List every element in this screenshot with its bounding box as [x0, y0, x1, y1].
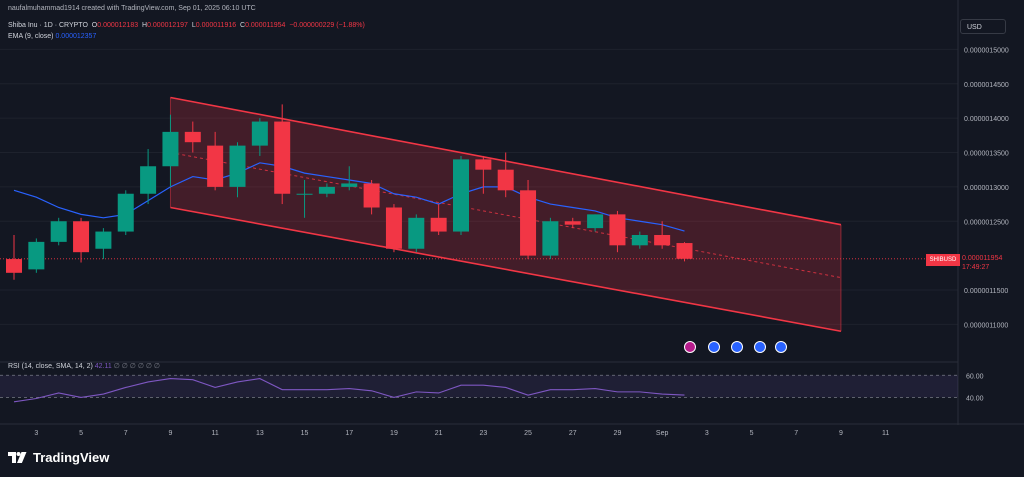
candle-up: [50, 221, 67, 242]
price-tick-label: 0.0000014500: [964, 82, 1009, 89]
time-tick-label: 15: [301, 430, 309, 437]
candle-up: [162, 131, 179, 167]
close-value: 0.000011954: [245, 22, 286, 29]
rsi-line: [13, 378, 685, 403]
rsi-legend: RSI (14, close, SMA, 14, 2) 42.11 ∅ ∅ ∅ …: [8, 362, 160, 370]
channel-lower-line: [170, 206, 842, 333]
candle-down: [207, 145, 224, 187]
candle-down: [609, 214, 626, 246]
rsi-value: 42.11: [94, 363, 112, 370]
logo-text: TradingView: [33, 450, 110, 465]
low-value: 0.000011916: [195, 22, 237, 29]
economic-event-icon: [731, 341, 743, 353]
currency-button[interactable]: USD: [960, 19, 1006, 34]
change-value: −0.000000229 (−1.88%): [289, 22, 365, 29]
ohlc-legend: Shiba Inu · 1D · CRYPTO O0.000012183 H0.…: [8, 22, 365, 29]
ema-label: EMA (9, close): [8, 33, 54, 40]
event-lightning-icon: [684, 341, 696, 353]
rsi-label: RSI (14, close, SMA, 14, 2): [8, 363, 93, 370]
price-tick-label: 0.0000012500: [964, 219, 1009, 226]
price-tick-label: 0.0000015000: [964, 47, 1009, 54]
ema-value: 0.000012357: [55, 33, 97, 40]
bar-countdown: 17:49:27: [962, 264, 990, 271]
close-label: C: [240, 22, 246, 29]
tradingview-logo-icon: [8, 452, 27, 463]
rsi-band: [0, 375, 958, 398]
channel-fill: [170, 97, 841, 332]
candle-down: [520, 190, 537, 256]
candle-down: [73, 221, 90, 253]
candle-down: [363, 183, 380, 208]
candle-up: [341, 183, 358, 187]
rsi-placeholders: ∅ ∅ ∅ ∅ ∅ ∅: [113, 363, 161, 370]
low-label: L: [191, 22, 196, 29]
time-tick-label: 9: [839, 430, 843, 437]
open-value: 0.000012183: [97, 22, 139, 29]
time-tick-label: 7: [124, 430, 128, 437]
symbol-price-tag: SHIBUSD: [926, 254, 960, 266]
time-tick-label: 11: [882, 430, 889, 437]
economic-event-icon: [775, 341, 787, 353]
candle-down: [6, 259, 22, 273]
tradingview-logo[interactable]: TradingView: [8, 450, 109, 465]
candle-up: [631, 235, 648, 246]
candle-down: [654, 235, 671, 246]
time-tick-label: 19: [390, 430, 398, 437]
symbol-title: Shiba Inu · 1D · CRYPTO: [8, 22, 88, 29]
candle-down: [184, 131, 201, 143]
candle-up: [28, 241, 45, 270]
rsi-tick-label: 40.00: [966, 395, 984, 402]
time-tick-label: 21: [435, 430, 443, 437]
time-tick-label: 5: [750, 430, 754, 437]
high-label: H: [142, 22, 148, 29]
time-tick-label: 17: [345, 430, 353, 437]
price-tick-label: 0.0000014000: [964, 116, 1009, 123]
candle-down: [497, 169, 514, 191]
candle-up: [117, 193, 134, 232]
time-tick-label: 9: [168, 430, 172, 437]
candle-down: [274, 121, 291, 194]
candle-up: [296, 193, 313, 195]
economic-event-icon: [708, 341, 720, 353]
candle-up: [140, 166, 157, 194]
time-tick-label: 25: [524, 430, 532, 437]
time-tick-label: 29: [614, 430, 622, 437]
candle-up: [318, 186, 335, 194]
time-tick-label: 13: [256, 430, 264, 437]
candle-up: [453, 159, 469, 232]
candle-down: [676, 243, 693, 259]
candle-down: [564, 221, 581, 225]
time-tick-label: 27: [569, 430, 577, 437]
time-tick-label: 5: [79, 430, 83, 437]
candle-up: [542, 221, 559, 256]
economic-event-icon: [754, 341, 766, 353]
candle-down: [475, 159, 492, 170]
price-tick-label: 0.0000011500: [964, 288, 1008, 295]
time-tick-label: 11: [212, 430, 219, 437]
chart-attribution: naufalmuhammad1914 created with TradingV…: [8, 5, 256, 12]
high-value: 0.000012197: [147, 22, 188, 29]
candle-up: [95, 231, 112, 249]
ema-legend: EMA (9, close) 0.000012357: [8, 33, 96, 40]
time-tick-label: 3: [705, 430, 709, 437]
last-price-label: 0.000011954: [962, 255, 1003, 262]
candle-up: [229, 145, 246, 187]
price-tick-label: 0.0000013500: [964, 151, 1009, 158]
rsi-tick-label: 60.00: [966, 373, 984, 380]
candle-up: [587, 214, 604, 229]
time-tick-label: 23: [479, 430, 487, 437]
time-tick-label: 3: [34, 430, 38, 437]
price-tick-label: 0.0000013000: [964, 185, 1009, 192]
open-label: O: [91, 22, 98, 29]
time-tick-label: 7: [794, 430, 798, 437]
price-tick-label: 0.0000011000: [964, 322, 1008, 329]
candle-up: [251, 121, 268, 146]
time-tick-label: Sep: [656, 430, 669, 437]
candle-up: [408, 217, 425, 249]
candle-down: [430, 217, 447, 232]
candle-down: [385, 207, 402, 249]
